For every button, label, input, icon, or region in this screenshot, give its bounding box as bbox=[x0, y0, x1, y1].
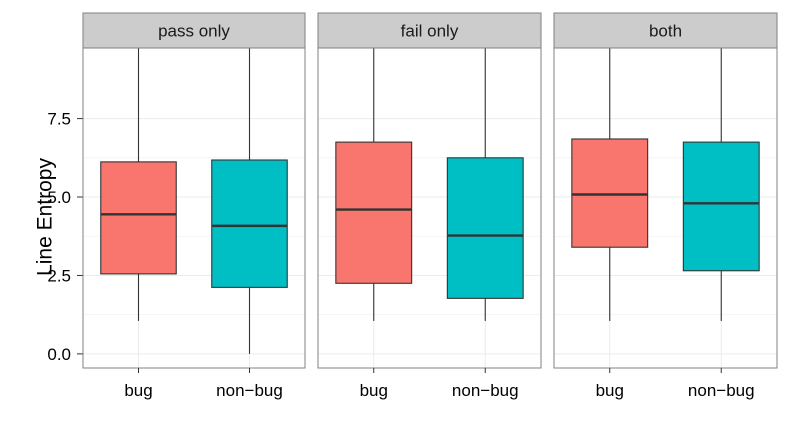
facet-strip bbox=[317, 12, 542, 49]
x-tick-label: bug bbox=[124, 381, 152, 400]
box-body bbox=[682, 141, 760, 272]
panel-both: both bug non−bug bbox=[553, 12, 778, 400]
box-non-bug bbox=[211, 48, 288, 354]
y-tick-label: 2.5 bbox=[47, 266, 71, 285]
facet-strip-label: fail only bbox=[401, 21, 459, 40]
x-tick-label: non−bug bbox=[452, 381, 519, 400]
panel-pass-only: pass only bug non−bug bbox=[82, 12, 306, 400]
box-bug bbox=[571, 48, 649, 321]
facet-strip-label: pass only bbox=[158, 21, 230, 40]
box-body bbox=[211, 159, 288, 288]
y-tick-label: 0.0 bbox=[47, 345, 71, 364]
box-body bbox=[335, 141, 413, 284]
box-non-bug bbox=[682, 48, 760, 321]
box-body bbox=[446, 157, 524, 299]
box-non-bug bbox=[446, 48, 524, 321]
y-tick-label: 7.5 bbox=[47, 110, 71, 129]
x-tick-label: non−bug bbox=[688, 381, 755, 400]
x-tick-label: non−bug bbox=[216, 381, 283, 400]
facet-strip-label: both bbox=[649, 21, 682, 40]
facet-strip bbox=[82, 12, 306, 49]
box-bug bbox=[100, 48, 177, 321]
box-body bbox=[571, 138, 649, 248]
x-tick-label: bug bbox=[596, 381, 624, 400]
panel-fail-only: fail only bug non−bug bbox=[317, 12, 542, 400]
y-axis-title: Line Entropy bbox=[33, 158, 56, 276]
panel-border bbox=[82, 47, 306, 369]
box-bug bbox=[335, 48, 413, 321]
x-tick-label: bug bbox=[360, 381, 388, 400]
y-tick-label: 5.0 bbox=[47, 188, 71, 207]
box-body bbox=[100, 161, 177, 275]
panel-border bbox=[317, 47, 542, 369]
panel-border bbox=[553, 47, 778, 369]
